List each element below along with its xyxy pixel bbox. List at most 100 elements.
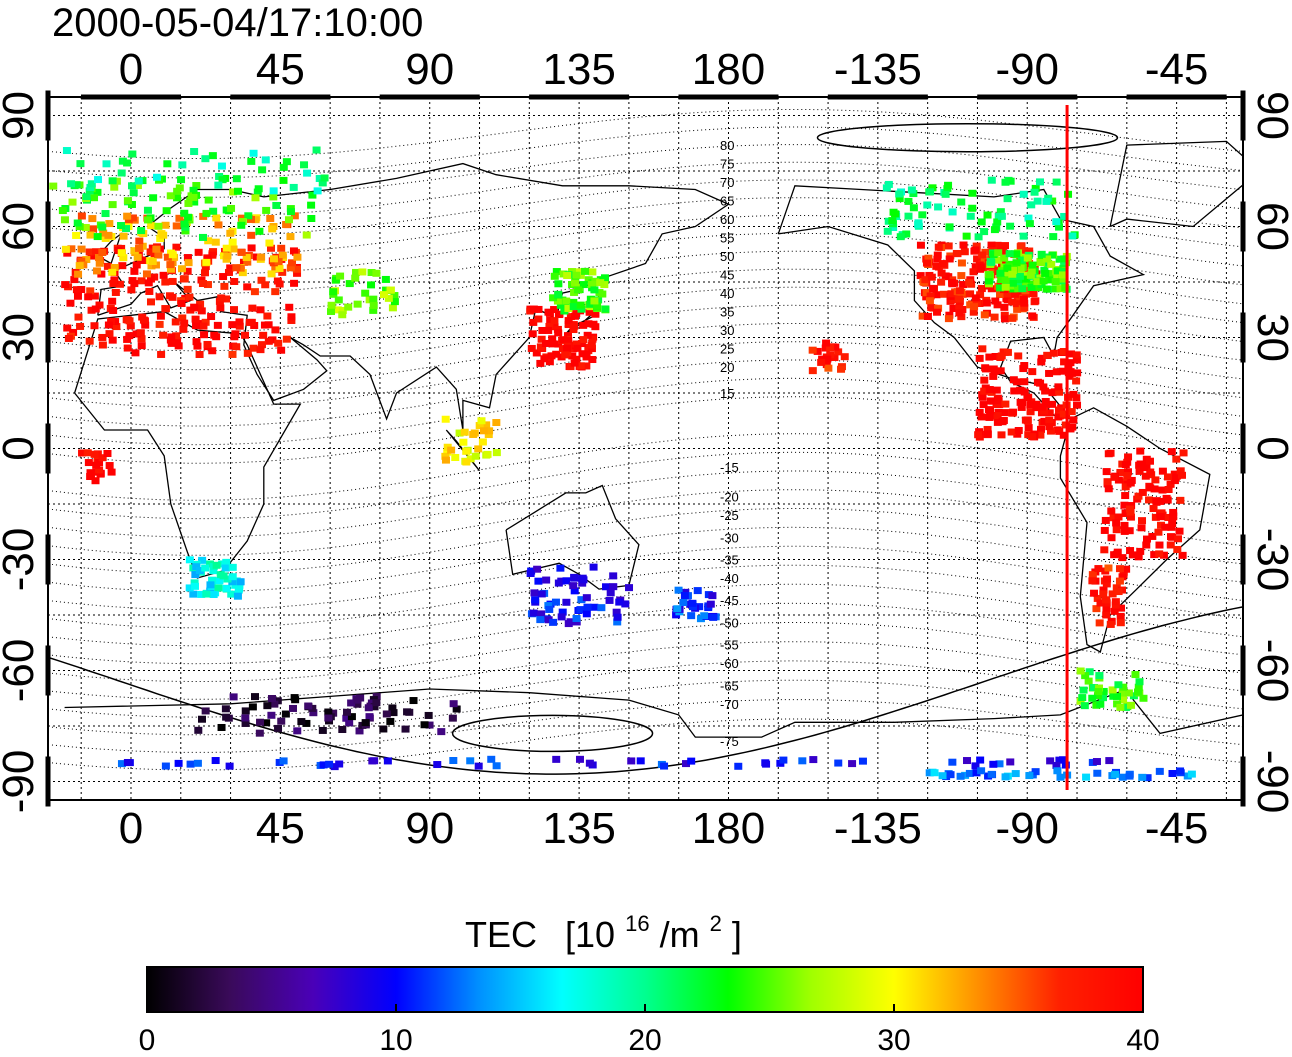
tec-pixel	[433, 761, 442, 769]
tec-pixel	[487, 755, 496, 763]
tec-pixel	[528, 330, 537, 338]
tec-pixel	[1020, 304, 1029, 312]
tec-pixel	[471, 452, 480, 460]
tec-pixel	[1158, 486, 1167, 494]
tec-pixel	[228, 563, 237, 571]
tec-pixel	[192, 322, 201, 330]
tec-pixel	[208, 347, 217, 355]
tec-pixel	[251, 216, 260, 224]
tec-pixel	[1008, 279, 1017, 287]
tec-pixel	[222, 558, 231, 566]
tec-pixel	[289, 247, 298, 255]
tec-pixel	[1066, 359, 1075, 367]
tec-pixel	[336, 272, 345, 280]
tec-pixel	[1145, 457, 1154, 465]
tec-pixel	[236, 578, 245, 586]
tec-pixel	[1019, 232, 1028, 240]
tec-pixel	[190, 148, 199, 156]
tec-pixel	[955, 309, 964, 317]
tec-pixel	[957, 259, 966, 267]
contour-label: -75	[720, 734, 739, 749]
tec-pixel	[1116, 619, 1125, 627]
tec-pixel	[338, 726, 347, 734]
tec-pixel	[290, 694, 299, 702]
tec-pixel	[179, 325, 188, 333]
tec-pixel	[69, 328, 78, 336]
tec-pixel	[1174, 535, 1183, 543]
tec-pixel	[944, 315, 953, 323]
tec-pixel	[601, 305, 610, 313]
tec-pixel	[928, 184, 937, 192]
tec-pixel	[1081, 672, 1090, 680]
tec-pixel	[98, 333, 107, 341]
tec-pixel	[1163, 473, 1172, 481]
tec-pixel	[209, 590, 218, 598]
tec-pixel	[537, 335, 546, 343]
tec-pixel	[1059, 431, 1068, 439]
tec-pixel	[191, 571, 200, 579]
tec-pixel	[992, 386, 1001, 394]
tec-pixel	[198, 556, 207, 564]
tec-pixel	[570, 322, 579, 330]
tec-pixel	[147, 222, 156, 230]
tec-pixel	[598, 290, 607, 298]
tec-pixel	[993, 412, 1002, 420]
tec-pixel	[241, 331, 250, 339]
tec-pixel	[293, 253, 302, 261]
tec-pixel	[248, 304, 257, 312]
tec-pixel	[966, 290, 975, 298]
tec-pixel	[621, 600, 630, 608]
tec-pixel	[77, 257, 86, 265]
tec-pixel	[492, 419, 501, 427]
tec-pixel	[552, 268, 561, 276]
tec-pixel	[185, 556, 194, 564]
tec-pixel	[1019, 295, 1028, 303]
tec-pixel	[190, 198, 199, 206]
tec-pixel	[204, 196, 213, 204]
tec-pixel	[218, 176, 227, 184]
tec-pixel	[1126, 479, 1135, 487]
tec-pixel	[142, 270, 151, 278]
tec-pixel	[1096, 599, 1105, 607]
tec-pixel	[990, 367, 999, 375]
tec-pixel	[1056, 285, 1065, 293]
tec-pixel	[134, 177, 143, 185]
tec-pixel	[996, 279, 1005, 287]
tec-pixel	[895, 195, 904, 203]
tec-pixel	[688, 599, 697, 607]
tec-pixel	[1155, 541, 1164, 549]
tec-pixel	[289, 183, 298, 191]
tec-pixel	[83, 449, 92, 457]
tec-pixel	[143, 216, 152, 224]
tec-pixel	[1019, 190, 1028, 198]
tec-pixel	[600, 281, 609, 289]
tec-pixel	[290, 212, 299, 220]
colorbar-tick-label: 30	[877, 1024, 910, 1057]
tec-pixel	[244, 212, 253, 220]
tec-pixel	[123, 344, 132, 352]
tec-pixel	[1037, 281, 1046, 289]
tec-pixel	[1025, 772, 1034, 780]
tec-pixel	[308, 191, 317, 199]
tec-pixel	[585, 759, 594, 767]
tec-pixel	[1009, 376, 1018, 384]
tec-pixel	[112, 177, 121, 185]
tec-pixel	[932, 291, 941, 299]
tec-pixel	[338, 306, 347, 314]
tec-pixel	[217, 723, 226, 731]
tec-pixel	[1176, 467, 1185, 475]
tec-pixel	[541, 339, 550, 347]
tec-pixel	[927, 303, 936, 311]
tec-pixel	[108, 297, 117, 305]
tec-pixel	[197, 715, 206, 723]
tec-pixel	[111, 288, 120, 296]
tec-pixel	[180, 209, 189, 217]
tec-pixel	[128, 182, 137, 190]
tec-pixel	[82, 193, 91, 201]
tec-pixel	[1078, 694, 1087, 702]
tec-pixel	[159, 231, 168, 239]
tec-pixel	[957, 313, 966, 321]
tec-pixel	[922, 259, 931, 267]
tec-pixel	[172, 332, 181, 340]
tec-pixel	[335, 760, 344, 768]
